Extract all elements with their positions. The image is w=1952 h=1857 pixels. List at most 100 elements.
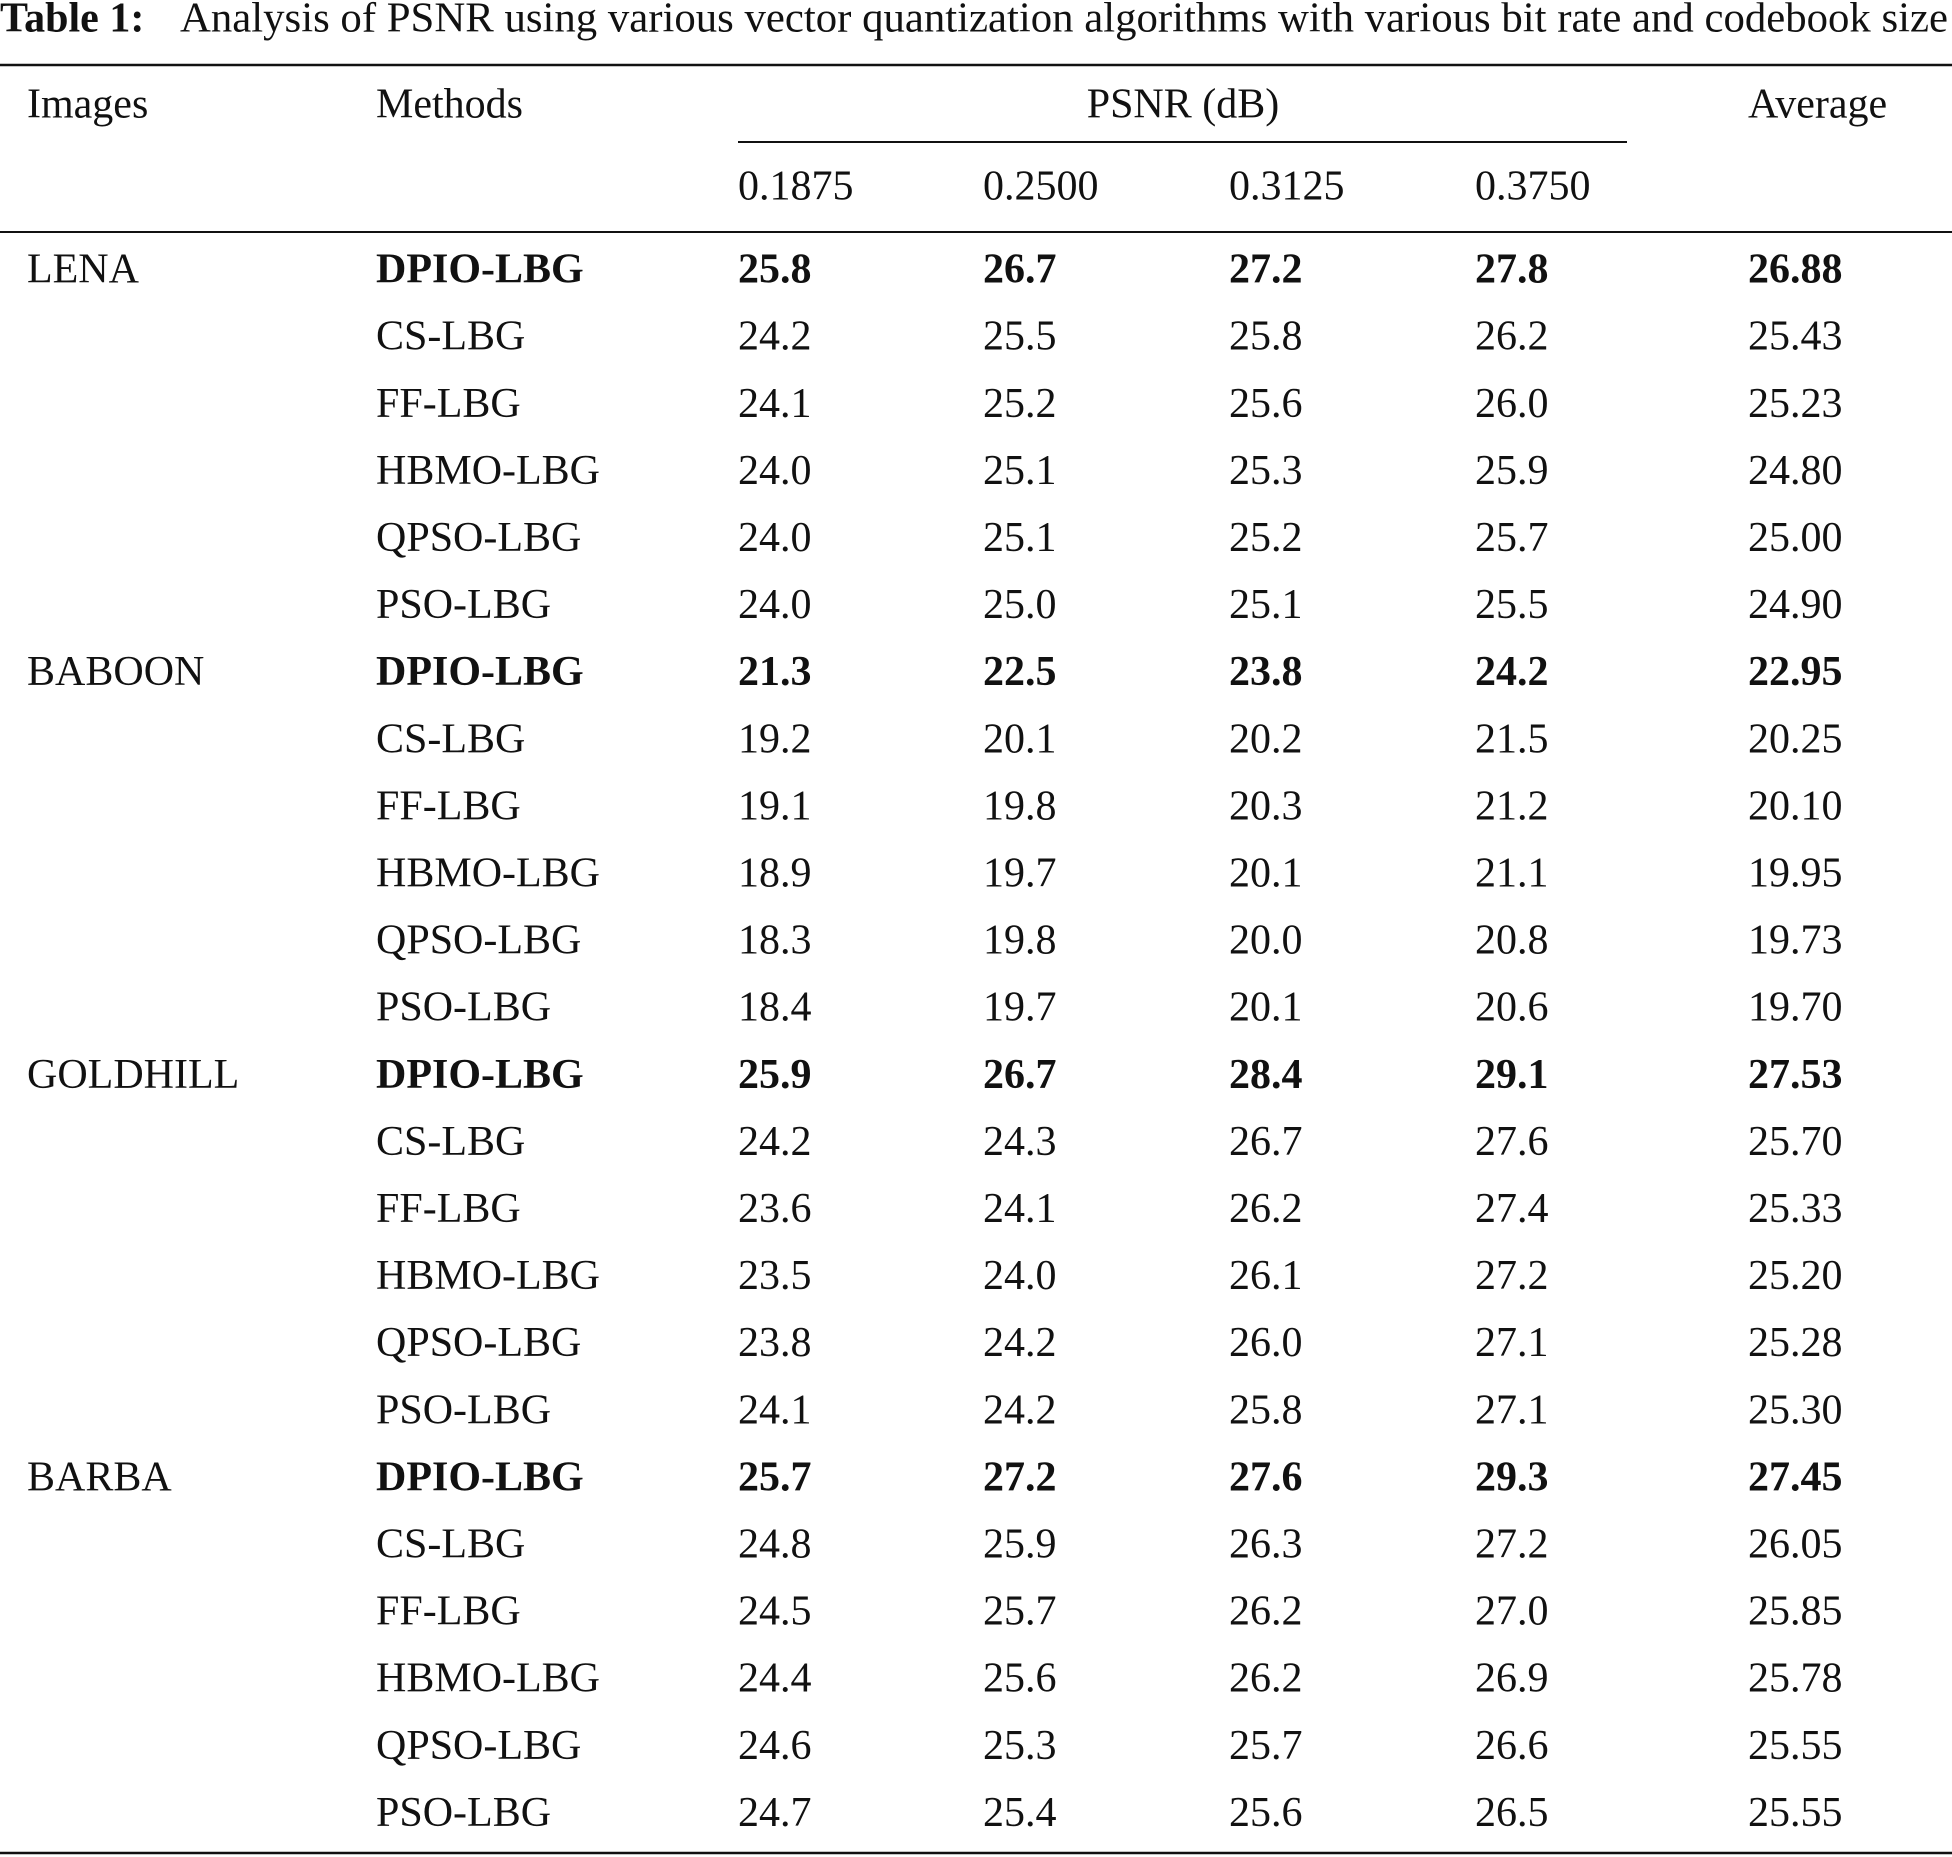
method: QPSO-LBG — [376, 918, 581, 964]
method: CS-LBG — [376, 1522, 525, 1568]
psnr-value: 27.2 — [983, 1454, 1057, 1500]
average-value: 25.30 — [1748, 1387, 1843, 1433]
psnr-value: 18.9 — [738, 851, 812, 897]
psnr-value: 25.5 — [983, 314, 1057, 360]
psnr-value: 26.7 — [1229, 1119, 1303, 1165]
psnr-value: 25.5 — [1475, 582, 1549, 628]
psnr-value: 26.2 — [1229, 1186, 1303, 1232]
method: QPSO-LBG — [376, 1320, 581, 1366]
psnr-value: 19.7 — [983, 851, 1057, 897]
psnr-value: 29.3 — [1475, 1454, 1549, 1500]
psnr-value: 25.7 — [983, 1589, 1057, 1635]
psnr-value: 24.5 — [738, 1589, 812, 1635]
average-value: 25.85 — [1748, 1589, 1843, 1635]
psnr-value: 25.8 — [738, 247, 812, 293]
average-value: 25.70 — [1748, 1119, 1843, 1165]
header-average: Average — [1748, 82, 1887, 128]
average-value: 22.95 — [1748, 649, 1843, 695]
psnr-value: 25.3 — [983, 1723, 1057, 1769]
psnr-value: 20.3 — [1229, 783, 1303, 829]
average-value: 20.10 — [1748, 783, 1843, 829]
psnr-value: 25.4 — [983, 1790, 1057, 1836]
psnr-value: 26.6 — [1475, 1723, 1549, 1769]
psnr-value: 24.0 — [983, 1253, 1057, 1299]
psnr-value: 19.1 — [738, 783, 812, 829]
psnr-value: 26.1 — [1229, 1253, 1303, 1299]
psnr-value: 24.0 — [738, 582, 812, 628]
psnr-value: 25.2 — [983, 381, 1057, 427]
psnr-value: 25.9 — [983, 1522, 1057, 1568]
caption-text: Analysis of PSNR using various vector qu… — [180, 0, 1948, 42]
psnr-value: 26.2 — [1229, 1589, 1303, 1635]
psnr-value: 25.8 — [1229, 1387, 1303, 1433]
image-name: BABOON — [27, 649, 204, 695]
average-value: 19.95 — [1748, 851, 1843, 897]
method: PSO-LBG — [376, 1790, 551, 1836]
psnr-value: 26.2 — [1229, 1656, 1303, 1702]
psnr-value: 25.1 — [983, 515, 1057, 561]
method: CS-LBG — [376, 716, 525, 762]
psnr-value: 25.6 — [1229, 381, 1303, 427]
psnr-value: 24.6 — [738, 1723, 812, 1769]
psnr-value: 26.5 — [1475, 1790, 1549, 1836]
psnr-value: 25.7 — [1229, 1723, 1303, 1769]
header-bitrate: 0.1875 — [738, 164, 854, 210]
average-value: 27.45 — [1748, 1454, 1843, 1500]
average-value: 25.20 — [1748, 1253, 1843, 1299]
psnr-value: 19.8 — [983, 783, 1057, 829]
psnr-value: 20.1 — [983, 716, 1057, 762]
method: HBMO-LBG — [376, 1253, 600, 1299]
image-name: GOLDHILL — [27, 1052, 239, 1098]
psnr-value: 24.2 — [1475, 649, 1549, 695]
psnr-value: 25.1 — [1229, 582, 1303, 628]
method: HBMO-LBG — [376, 448, 600, 494]
average-value: 25.55 — [1748, 1790, 1843, 1836]
psnr-value: 20.1 — [1229, 985, 1303, 1031]
header-bitrate: 0.3125 — [1229, 164, 1345, 210]
method: CS-LBG — [376, 1119, 525, 1165]
psnr-value: 24.7 — [738, 1790, 812, 1836]
method: FF-LBG — [376, 1589, 521, 1635]
psnr-value: 27.8 — [1475, 247, 1549, 293]
psnr-value: 21.3 — [738, 649, 812, 695]
average-value: 24.90 — [1748, 582, 1843, 628]
method: PSO-LBG — [376, 1387, 551, 1433]
psnr-value: 27.2 — [1475, 1253, 1549, 1299]
psnr-value: 24.1 — [738, 1387, 812, 1433]
average-value: 25.78 — [1748, 1656, 1843, 1702]
psnr-value: 23.8 — [738, 1320, 812, 1366]
psnr-value: 25.7 — [738, 1454, 812, 1500]
average-value: 25.55 — [1748, 1723, 1843, 1769]
psnr-value: 21.2 — [1475, 783, 1549, 829]
psnr-value: 24.0 — [738, 515, 812, 561]
method: FF-LBG — [376, 381, 521, 427]
psnr-value: 24.2 — [983, 1320, 1057, 1366]
average-value: 20.25 — [1748, 716, 1843, 762]
psnr-value: 23.5 — [738, 1253, 812, 1299]
psnr-value: 27.1 — [1475, 1320, 1549, 1366]
psnr-value: 25.6 — [983, 1656, 1057, 1702]
header-methods: Methods — [376, 82, 523, 128]
psnr-value: 24.2 — [738, 1119, 812, 1165]
psnr-value: 27.4 — [1475, 1186, 1549, 1232]
average-value: 27.53 — [1748, 1052, 1843, 1098]
method: DPIO-LBG — [376, 649, 584, 695]
psnr-value: 24.1 — [983, 1186, 1057, 1232]
image-name: BARBA — [27, 1454, 172, 1500]
psnr-value: 19.2 — [738, 716, 812, 762]
psnr-value: 23.8 — [1229, 649, 1303, 695]
psnr-value: 18.4 — [738, 985, 812, 1031]
psnr-value: 25.3 — [1229, 448, 1303, 494]
psnr-value: 27.6 — [1475, 1119, 1549, 1165]
average-value: 25.23 — [1748, 381, 1843, 427]
psnr-value: 26.9 — [1475, 1656, 1549, 1702]
psnr-value: 20.0 — [1229, 918, 1303, 964]
psnr-value: 27.2 — [1229, 247, 1303, 293]
method: HBMO-LBG — [376, 1656, 600, 1702]
psnr-value: 28.4 — [1229, 1052, 1303, 1098]
average-value: 24.80 — [1748, 448, 1843, 494]
psnr-value: 22.5 — [983, 649, 1057, 695]
psnr-value: 25.9 — [1475, 448, 1549, 494]
psnr-value: 25.0 — [983, 582, 1057, 628]
psnr-value: 25.6 — [1229, 1790, 1303, 1836]
